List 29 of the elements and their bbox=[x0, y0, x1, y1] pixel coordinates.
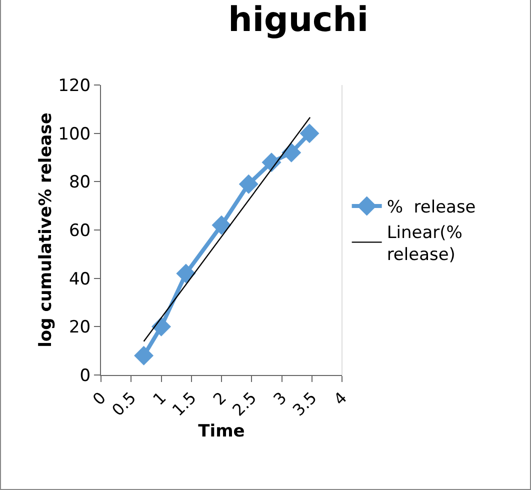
x-tick-label: 2.5 bbox=[228, 388, 260, 420]
x-tick-label: 1.5 bbox=[168, 388, 200, 420]
x-tick-label: 3 bbox=[270, 388, 290, 409]
point bbox=[134, 346, 154, 366]
y-tick-label: 20 bbox=[68, 318, 91, 338]
y-tick-label: 100 bbox=[58, 124, 91, 144]
x-tick-label: 1 bbox=[149, 388, 170, 409]
x-axis-title: Time bbox=[198, 422, 245, 442]
x-tick-label: 0.5 bbox=[108, 388, 140, 420]
legend-label: Linear(% release) bbox=[386, 222, 462, 265]
y-axis-title: log cumulative% release bbox=[36, 112, 56, 348]
y-tick-label: 60 bbox=[68, 220, 91, 241]
point bbox=[212, 215, 232, 235]
y-tick-label: 0 bbox=[80, 366, 91, 386]
y-tick-label: 40 bbox=[68, 269, 91, 290]
y-tick-label: 120 bbox=[58, 76, 91, 96]
point bbox=[152, 316, 171, 336]
x-tick-label: 0 bbox=[88, 388, 110, 409]
y-tick-label: 80 bbox=[68, 172, 91, 193]
point bbox=[262, 152, 282, 172]
x-tick-label: 2 bbox=[209, 388, 230, 409]
point bbox=[282, 142, 302, 162]
x-tick-label: 4 bbox=[330, 388, 350, 409]
point bbox=[300, 124, 320, 144]
chart-title: higuchi bbox=[228, 0, 369, 40]
point bbox=[238, 174, 258, 194]
point bbox=[176, 264, 196, 284]
legend-label: % release bbox=[386, 198, 476, 218]
x-tick-label: 3.5 bbox=[288, 388, 320, 420]
